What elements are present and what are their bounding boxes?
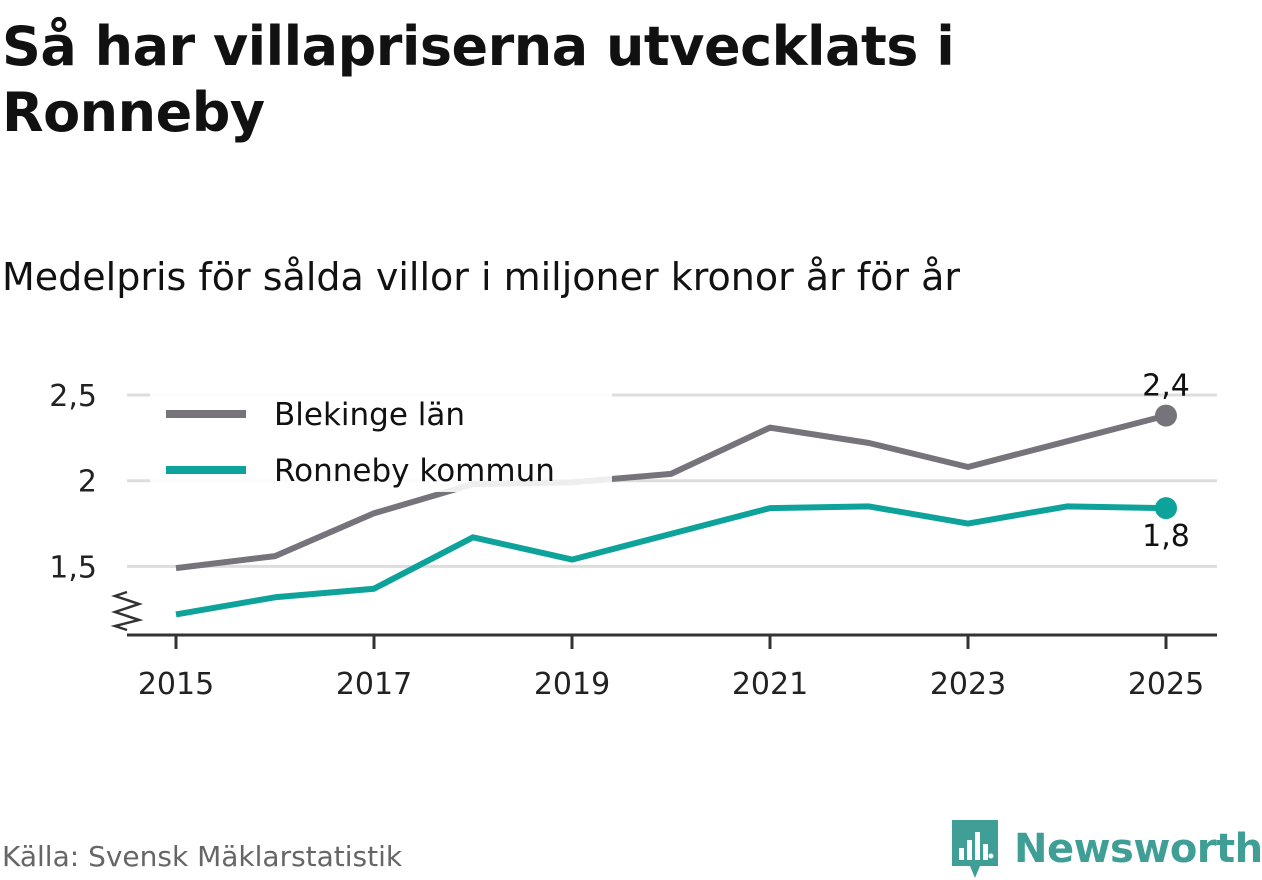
series-lines xyxy=(175,412,1167,618)
line-chart: 1,5 2 2,5 2015 2017 2019 2021 2023 2025 Bleking… xyxy=(49,369,1217,702)
x-tick-label: 2019 xyxy=(534,667,610,702)
x-tick-label: 2025 xyxy=(1128,667,1204,702)
chart-title: Så har villapriserna utvecklats i Ronneb… xyxy=(2,15,955,144)
series-line-ronneby xyxy=(175,503,1167,618)
x-tick-label: 2017 xyxy=(336,667,412,702)
end-marker xyxy=(1155,404,1177,427)
x-tick-label: 2015 xyxy=(138,667,214,702)
axis-break-zigzag xyxy=(110,590,144,632)
y-axis-ticks: 1,5 2 2,5 xyxy=(49,379,97,585)
end-marker xyxy=(1155,497,1177,520)
y-tick-label: 2,5 xyxy=(49,379,97,414)
legend-background xyxy=(150,392,612,492)
x-tick-label: 2021 xyxy=(732,667,808,702)
y-tick-label: 1,5 xyxy=(49,550,97,585)
source-note: Källa: Svensk Mäklarstatistik xyxy=(2,840,403,873)
legend: Blekinge län Ronneby kommun xyxy=(150,392,612,492)
y-tick-label: 2 xyxy=(78,465,97,500)
chart-subtitle: Medelpris för sålda villor i miljoner kr… xyxy=(2,255,961,299)
end-value-label: 1,8 xyxy=(1142,519,1190,554)
legend-label: Blekinge län xyxy=(274,397,465,433)
newsworthy-logo-icon xyxy=(952,820,998,878)
axes xyxy=(110,590,1217,637)
series-line-blekinge xyxy=(175,412,1167,572)
end-value-label: 2,4 xyxy=(1142,369,1190,404)
brand-name: Newsworthy xyxy=(1014,826,1262,872)
legend-label: Ronneby kommun xyxy=(274,453,555,489)
newsworthy-logo: Newsworthy xyxy=(950,818,1262,880)
end-labels: 2,4 1,8 xyxy=(1142,369,1190,555)
x-tick-label: 2023 xyxy=(930,667,1006,702)
x-axis-ticks: 2015 2017 2019 2021 2023 2025 xyxy=(138,635,1204,702)
